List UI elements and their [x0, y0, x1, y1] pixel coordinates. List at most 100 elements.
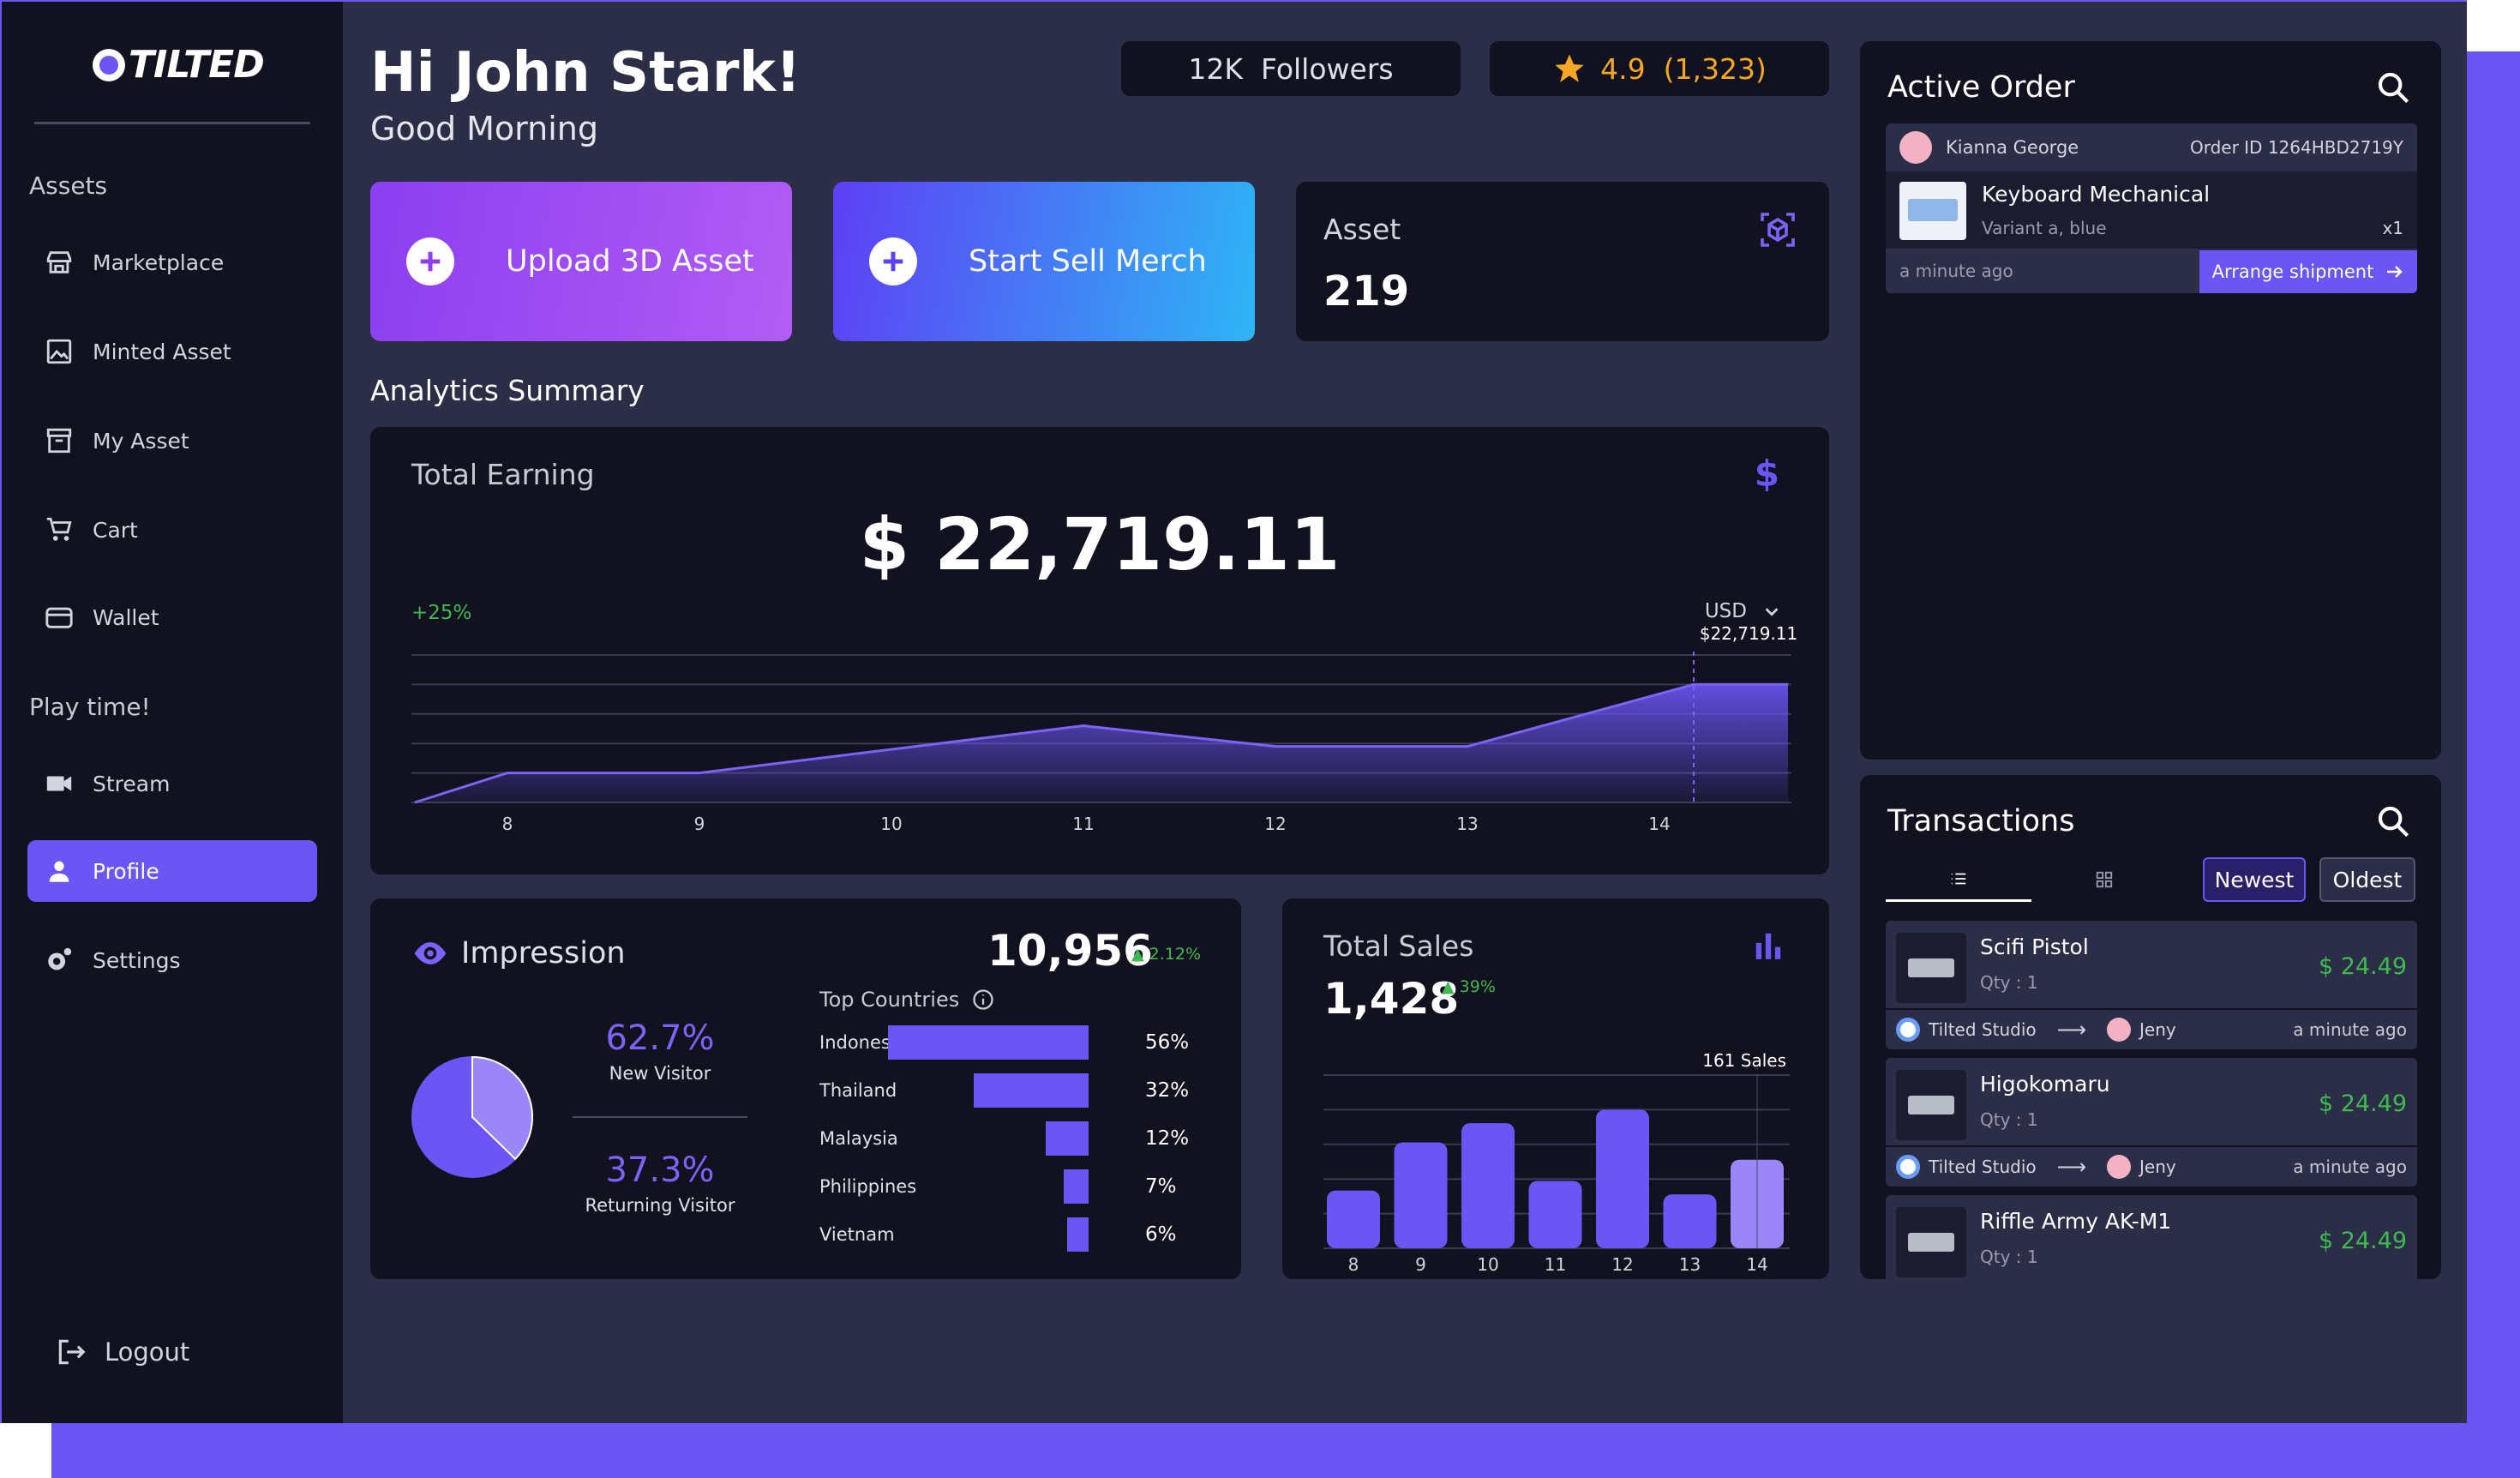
tx-time: a minute ago: [2293, 1019, 2407, 1040]
tx-qty: Qty : 1: [1980, 1247, 2038, 1267]
followers-count: 12K Followers: [1188, 51, 1394, 86]
visitor-pie-chart: [411, 1056, 533, 1178]
start-sell-merch-button[interactable]: Start Sell Merch: [833, 182, 1255, 341]
logout-button[interactable]: Logout: [55, 1336, 189, 1368]
currency-select[interactable]: USD: [1705, 600, 1781, 622]
upload-3d-asset-button[interactable]: Upload 3D Asset: [370, 182, 792, 341]
new-visitor-stat: 62.7% New Visitor: [573, 1018, 747, 1084]
arrow-right-icon: [2387, 266, 2403, 278]
country-row: Indonesia 56%: [819, 1025, 1197, 1060]
tx-qty: Qty : 1: [1980, 1109, 2038, 1130]
impression-panel: Impression 10,956 ▲ 2.12% 62.7% New Visi…: [370, 898, 1241, 1279]
corner-block-left: [0, 1423, 51, 1478]
sidebar: TILTED Assets Marketplace Minted Asset M…: [2, 2, 343, 1423]
list-icon: [1951, 873, 1966, 884]
section-label-play: Play time!: [29, 693, 151, 721]
country-row: Vietnam 6%: [819, 1217, 1197, 1252]
earning-line: [414, 682, 1788, 804]
info-icon[interactable]: [971, 988, 995, 1012]
sales-bar: [1663, 1194, 1717, 1248]
sidebar-item-marketplace[interactable]: Marketplace: [27, 231, 317, 293]
sidebar-item-label: Wallet: [93, 604, 159, 630]
divider: [573, 1116, 747, 1118]
tab-list-view[interactable]: [1886, 857, 2031, 902]
sidebar-item-label: Stream: [93, 771, 171, 796]
sort-newest-button[interactable]: Newest: [2203, 857, 2306, 902]
currency-value: USD: [1704, 600, 1747, 622]
divider: [34, 122, 310, 124]
asset-label: Asset: [1323, 213, 1401, 246]
country-pct: 32%: [1145, 1079, 1190, 1102]
sales-bar-chart: 161 Sales 8 9 10 11 12 13 14: [1323, 1050, 1790, 1275]
country-bar: [1063, 1169, 1089, 1204]
followers-badge[interactable]: 12K Followers: [1121, 41, 1461, 96]
country-row: Philippines 7%: [819, 1169, 1197, 1204]
sales-bar: [1528, 1181, 1582, 1248]
x-tick-label: 8: [502, 814, 513, 834]
earning-label: Total Earning: [411, 458, 595, 491]
sales-bar: [1461, 1123, 1515, 1248]
earning-amount: $ 22,719.11: [859, 502, 1341, 586]
rating-value: 4.9 (1,323): [1600, 51, 1767, 86]
sidebar-item-settings[interactable]: Settings: [27, 929, 317, 991]
sidebar-item-cart[interactable]: Cart: [27, 499, 317, 561]
sidebar-item-stream[interactable]: Stream: [27, 753, 317, 814]
tx-from: Tilted Studio: [1929, 1157, 2037, 1177]
sales-bar: [1596, 1109, 1649, 1248]
upload-label: Upload 3D Asset: [506, 244, 754, 279]
transaction-row[interactable]: Higokomaru Qty : 1 $ 24.49 Tilted Studio…: [1886, 1058, 2417, 1187]
total-earning-panel: Total Earning $ $ 22,719.11 +25% USD $22…: [370, 427, 1829, 874]
x-tick-label: 8: [1348, 1254, 1359, 1275]
order-id: Order ID 1264HBD2719Y: [2189, 137, 2403, 158]
sidebar-item-my-asset[interactable]: My Asset: [27, 410, 317, 472]
sort-oldest-button[interactable]: Oldest: [2319, 857, 2415, 902]
tx-price: $ 24.49: [2318, 1228, 2407, 1254]
asset-value: 219: [1323, 267, 1410, 315]
transaction-row[interactable]: Riffle Army AK-M1 Qty : 1 $ 24.49: [1886, 1195, 2417, 1279]
arrange-shipment-button[interactable]: Arrange shipment: [2199, 250, 2417, 293]
bar-chart-icon: [1755, 933, 1781, 959]
sidebar-item-label: Profile: [93, 858, 159, 884]
sidebar-item-wallet[interactable]: Wallet: [27, 586, 317, 648]
country-bar: [1045, 1121, 1089, 1156]
x-tick-label: 14: [1648, 814, 1670, 834]
pistol-thumbnail: [1896, 933, 1966, 1003]
sales-bar: [1394, 1142, 1448, 1248]
store-icon: [46, 251, 72, 273]
grid-icon: [2096, 871, 2113, 888]
search-icon[interactable]: [2376, 804, 2410, 838]
tx-to: Jeny: [2139, 1157, 2176, 1177]
asset-count-card[interactable]: Asset 219: [1296, 182, 1829, 341]
impression-change: ▲ 2.12%: [1131, 945, 1202, 964]
view-tabs: [1886, 857, 2177, 902]
search-icon[interactable]: [2376, 70, 2410, 105]
earning-change: +25%: [411, 602, 472, 624]
item-variant: Variant a, blue: [1982, 218, 2107, 238]
corner-block-right: [2467, 0, 2520, 51]
total-sales-panel: Total Sales 1,428 ▲ 39% 161 Sales 8 9 10 11…: [1282, 898, 1829, 1279]
country-bar: [1066, 1217, 1089, 1252]
rating-badge[interactable]: 4.9 (1,323): [1490, 41, 1829, 96]
logout-icon: [58, 1339, 86, 1365]
impression-total: 10,956: [987, 926, 1153, 976]
figure-thumbnail: [1896, 1070, 1966, 1140]
brand-logo[interactable]: TILTED: [93, 43, 265, 87]
transactions-title: Transactions: [1887, 804, 2075, 838]
cube-icon: [1761, 213, 1795, 247]
star-icon: [1555, 54, 1584, 82]
transaction-row[interactable]: Scifi Pistol Qty : 1 $ 24.49 Tilted Stud…: [1886, 921, 2417, 1049]
returning-visitor-pct: 37.3%: [605, 1151, 715, 1190]
image-icon: [46, 339, 72, 364]
order-card[interactable]: Kianna George Order ID 1264HBD2719Y Keyb…: [1886, 123, 2417, 293]
video-icon: [46, 776, 72, 791]
impression-title: Impression: [411, 934, 626, 972]
sidebar-item-profile[interactable]: Profile: [27, 840, 317, 902]
avatar: [2107, 1018, 2132, 1042]
tab-grid-view[interactable]: [2031, 857, 2177, 902]
transactions-panel: Transactions Newest Oldest Scifi Pistol …: [1860, 775, 2441, 1279]
sidebar-item-minted-asset[interactable]: Minted Asset: [27, 321, 317, 382]
x-tick-label: 12: [1611, 1254, 1633, 1275]
country-bar: [888, 1025, 1089, 1060]
country-name: Philippines: [819, 1176, 917, 1197]
tx-from: Tilted Studio: [1929, 1019, 2037, 1040]
